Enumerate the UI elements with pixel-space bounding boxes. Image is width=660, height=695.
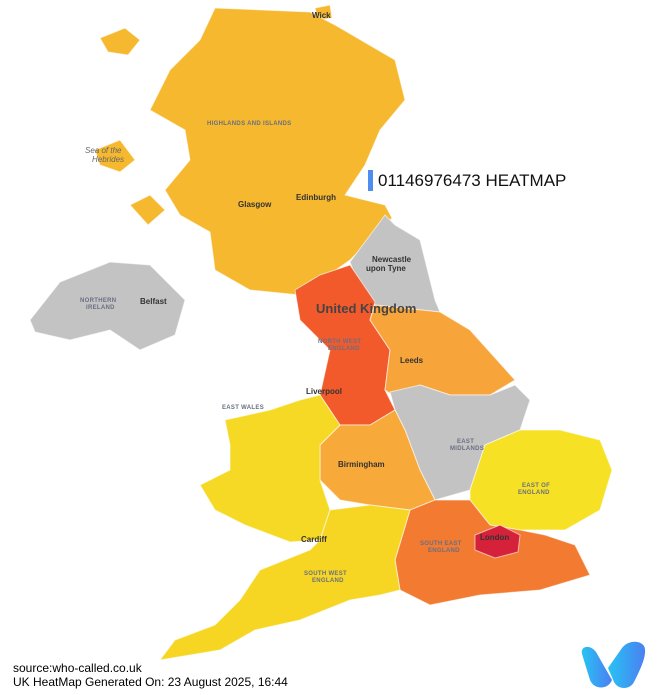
label-eoe-1: EAST OF [522,483,550,489]
label-se-1: SOUTH EAST [420,541,462,547]
label-united-kingdom: United Kingdom [316,301,416,316]
label-edinburgh: Edinburgh [296,193,336,202]
label-se-2: ENGLAND [428,548,460,554]
region-yorkshire[interactable] [369,304,516,401]
label-newcastle-1: Newcastle [372,255,412,264]
title-accent-bar [368,170,373,191]
label-liverpool: Liverpool [306,387,342,396]
label-leeds: Leeds [400,356,424,365]
map-labels: Wick HIGHLANDS AND ISLANDS Sea of the He… [80,11,550,584]
label-birmingham: Birmingham [338,460,385,469]
label-glasgow: Glasgow [238,200,272,209]
region-scotland-island[interactable] [129,194,166,226]
label-highlands: HIGHLANDS AND ISLANDS [207,121,291,127]
region-south-west[interactable] [158,504,411,661]
who-called-logo-icon [581,641,646,688]
region-wales[interactable] [199,394,341,543]
label-belfast: Belfast [140,297,167,306]
heatmap-title: 01146976473 HEATMAP [368,170,566,191]
label-wick: Wick [312,11,331,20]
label-sw-2: ENGLAND [312,578,344,584]
label-em-1: EAST [457,439,474,445]
region-scotland-island[interactable] [94,139,136,173]
source-text: source:who-called.co.uk [13,661,142,675]
label-east-wales: EAST WALES [222,405,264,411]
label-ni-2: IRELAND [86,305,115,311]
region-scotland-island[interactable] [99,27,141,56]
scotland-islands [94,4,333,226]
label-nw-1: NORTH WEST [318,339,361,345]
label-nw-2: ENGLAND [328,346,360,352]
label-cardiff: Cardiff [301,535,327,544]
label-sw-1: SOUTH WEST [304,571,347,577]
label-eoe-2: ENGLAND [518,490,550,496]
region-east-of-england[interactable] [469,429,613,531]
generated-text: UK HeatMap Generated On: 23 August 2025,… [13,675,288,689]
label-london: London [480,533,509,542]
label-newcastle-2: upon Tyne [366,264,406,273]
region-northern-ireland[interactable] [29,261,186,351]
title-text: 01146976473 HEATMAP [378,170,567,190]
label-sea-hebrides-1: Sea of the [85,146,122,155]
label-sea-hebrides-2: Hebrides [92,155,124,164]
footer: source:who-called.co.uk UK HeatMap Gener… [13,661,288,689]
label-ni-1: NORTHERN [80,298,116,304]
label-em-2: MIDLANDS [450,446,484,452]
region-london[interactable] [474,524,521,559]
